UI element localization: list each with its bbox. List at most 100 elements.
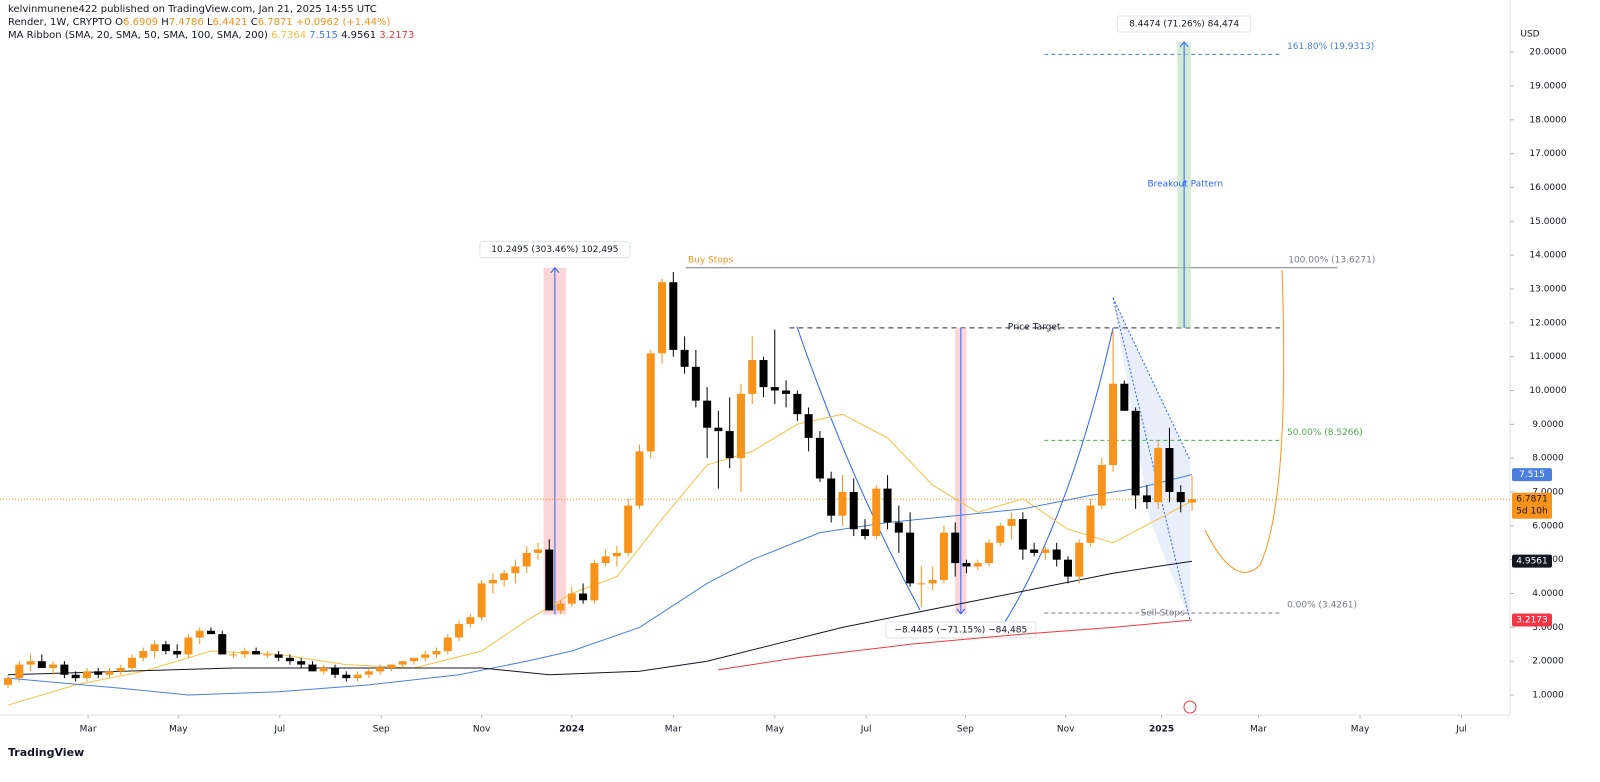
annotation: Breakout Pattern — [1147, 180, 1223, 190]
candle-body — [252, 651, 261, 655]
candle-body — [94, 671, 103, 675]
ohlc-value: 6.6909 — [123, 17, 159, 28]
projection-curve — [1204, 269, 1285, 573]
candle-body — [1154, 448, 1163, 503]
ma-line — [7, 413, 1193, 706]
candle-body — [624, 505, 633, 553]
candle-body — [206, 630, 215, 635]
measure-arrowhead — [550, 266, 560, 273]
candle-body — [128, 657, 137, 668]
candle-body — [894, 522, 903, 533]
candle-body — [827, 478, 836, 516]
ma-line — [7, 474, 1193, 696]
candle-body — [1120, 383, 1129, 411]
y-tick-label: 2.0000 — [1532, 657, 1564, 667]
candle-body — [782, 390, 791, 394]
candle-body — [985, 542, 994, 564]
ohlc-value: 6.4421 — [212, 17, 248, 28]
y-tick-label: 17.0000 — [1529, 149, 1566, 159]
candle-body — [1097, 464, 1106, 506]
y-tick-label: 9.0000 — [1532, 420, 1564, 430]
pattern-edge — [1112, 297, 1191, 461]
price-tag — [1512, 613, 1552, 627]
y-tick-label: 7.0000 — [1532, 488, 1564, 498]
measure-label: 8.4474 (71.26%) 84,474 — [1129, 19, 1239, 29]
x-tick-label: 2024 — [559, 725, 584, 735]
candle-body — [82, 671, 91, 679]
x-tick-label: Nov — [1057, 725, 1075, 735]
ma-value: 3.2173 — [379, 30, 415, 41]
price-tag — [1512, 554, 1552, 568]
candle-body — [1142, 495, 1151, 503]
candle-body — [398, 661, 407, 665]
measure-label: −8.4485 (−71.15%) −84,485 — [895, 625, 1028, 635]
candle-body — [669, 282, 678, 350]
ma-value: 7.515 — [309, 30, 338, 41]
x-tick-label: May — [1351, 725, 1370, 735]
candle-body — [567, 593, 576, 604]
x-tick-label: Mar — [80, 725, 97, 735]
ohlc-prefix: C — [250, 17, 258, 28]
y-tick-label: 14.0000 — [1529, 251, 1566, 261]
candle-body — [500, 573, 509, 580]
candle-body — [139, 651, 148, 658]
measure-label-bg — [885, 621, 1037, 639]
currency: USD — [1520, 30, 1539, 40]
x-tick-label: Mar — [665, 725, 682, 735]
candle-body — [342, 674, 351, 679]
candle-body — [240, 651, 249, 655]
candle-body — [691, 366, 700, 401]
candle-body — [161, 644, 170, 652]
candle-body — [951, 532, 960, 564]
candle-body — [646, 353, 655, 452]
candle-body — [49, 664, 58, 668]
measure-label: 10.2495 (303.46%) 102,495 — [491, 245, 618, 255]
measure-arrowhead — [956, 608, 966, 615]
candle-body — [376, 667, 385, 672]
candle-body — [906, 532, 915, 584]
candle-body — [116, 667, 125, 672]
candle-body — [37, 661, 46, 668]
candle-body — [793, 393, 802, 415]
candle-body — [71, 674, 80, 679]
candle-body — [522, 552, 531, 567]
candle-body — [658, 282, 667, 354]
annotation: Price Target — [1008, 323, 1061, 333]
price-tag-label: 6.7871 — [1516, 495, 1548, 505]
candle-body — [939, 532, 948, 580]
candle-body — [917, 583, 926, 585]
footer-logo: TradingView — [8, 746, 85, 759]
candle-body — [962, 563, 971, 567]
candle-body — [218, 634, 227, 655]
annotation: Buy Stops — [688, 256, 734, 266]
candle-body — [432, 651, 441, 655]
x-tick-label: May — [169, 725, 188, 735]
y-tick-label: 15.0000 — [1529, 217, 1566, 227]
candle-body — [353, 674, 362, 679]
y-tick-label: 13.0000 — [1529, 284, 1566, 294]
candle-body — [1041, 549, 1050, 553]
fib-label: 50.00% (8.5266) — [1287, 428, 1363, 438]
ma-row: MA Ribbon (SMA, 20, SMA, 50, SMA, 100, S… — [8, 29, 414, 42]
price-tag-label: 7.515 — [1519, 470, 1545, 480]
candle-body — [1188, 499, 1197, 503]
candle-body — [1052, 549, 1061, 560]
candle-body — [477, 583, 486, 618]
fib-label: 161.80% (19.9313) — [1287, 42, 1374, 52]
ma-line — [718, 619, 1193, 671]
candle-body — [150, 644, 159, 652]
annotation: Sell Stops — [1141, 609, 1186, 619]
ohlc-value: 7.4786 — [168, 17, 204, 28]
ma-value: 4.9561 — [341, 30, 377, 41]
curve — [796, 326, 921, 611]
candle-body — [1176, 492, 1185, 503]
candle-body — [26, 661, 35, 665]
candle-body — [860, 529, 869, 536]
y-tick-label: 12.0000 — [1529, 318, 1566, 328]
candle-body — [680, 349, 689, 367]
candle-body — [1007, 519, 1016, 526]
price-tag-label: 3.2173 — [1516, 616, 1548, 626]
x-tick-label: May — [765, 725, 784, 735]
candle-body — [1030, 549, 1039, 553]
